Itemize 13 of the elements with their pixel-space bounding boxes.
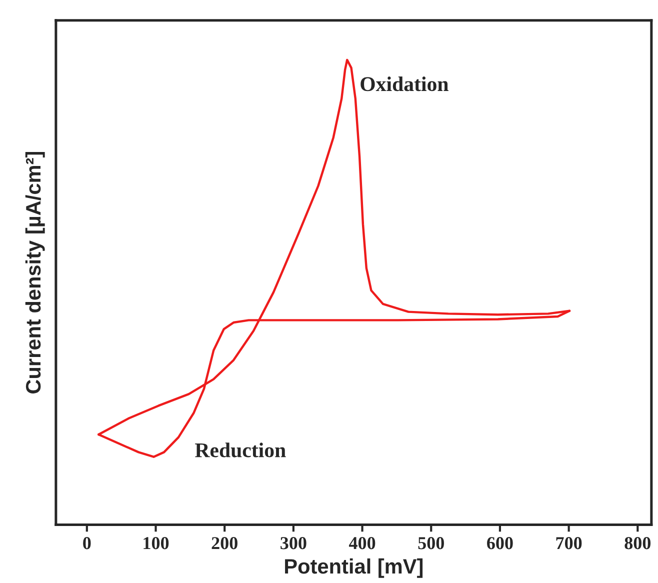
- x-tick-label: 0: [83, 537, 91, 550]
- x-axis-title: Potential [mV]: [285, 558, 423, 578]
- x-tick-label: 400: [348, 537, 376, 550]
- x-tick-label: 600: [487, 537, 513, 550]
- annotation: Oxidation: [360, 76, 448, 92]
- y-axis-title: Current density [µA/cm²]: [25, 152, 45, 394]
- x-tick-label: 700: [556, 537, 582, 550]
- x-tick-label: 500: [418, 537, 444, 550]
- x-tick-label: 300: [280, 537, 306, 550]
- annotation: Reduction: [195, 442, 286, 458]
- x-tick-label: 100: [144, 537, 169, 550]
- x-tick-label: 800: [624, 537, 651, 550]
- x-tick-label: 200: [212, 537, 238, 550]
